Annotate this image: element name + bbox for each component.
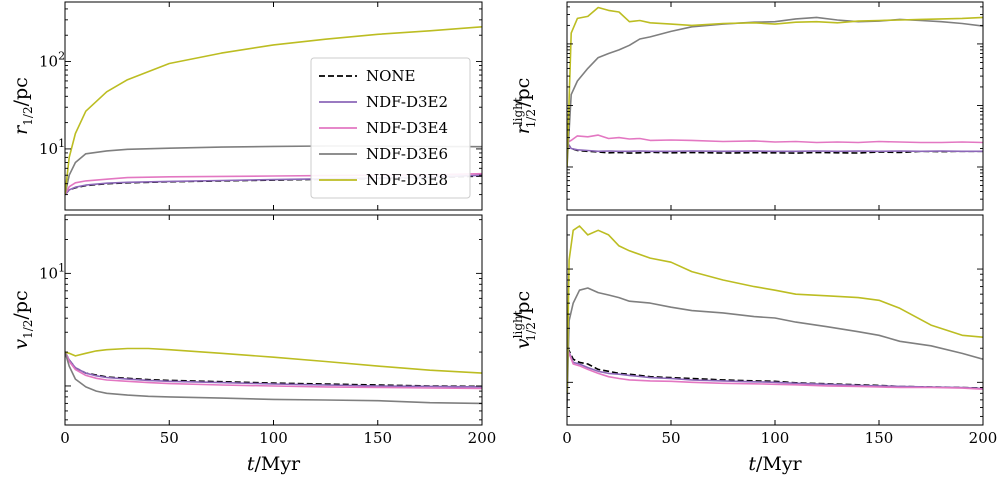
x-tick-label: 200 [969,429,997,447]
series-line-e8 [567,6,983,168]
series-line-e8 [65,26,482,195]
panel-br: 0 50 100 150 200 vlight1/2/pc t/Myr [511,214,997,475]
x-tick-label: 0 [60,429,70,447]
series-group [567,225,983,408]
legend-item-e2: NDF-D3E2 [319,93,448,111]
legend-label: NDF-D3E6 [366,145,448,163]
y-tick-label: 101 [39,261,65,282]
y-axis-label: rlight1/2/pc [511,78,538,135]
x-axis-label: t/Myr [247,453,301,475]
series-line-e2 [567,347,983,390]
y-tick-label: 102 [39,50,65,71]
series-line-e4 [567,347,983,390]
series-line-e6 [567,287,983,408]
x-tick-label: 50 [661,429,680,447]
series-group [65,347,482,405]
legend-item-none: NONE [319,67,416,85]
y-tick-label: 101 [39,137,65,158]
legend-item-e8: NDF-D3E8 [319,171,448,189]
series-line-e2 [65,351,482,388]
legend-item-e6: NDF-D3E6 [319,145,448,163]
y-axis-label: vlight1/2/pc [511,291,538,349]
legend-label: NONE [366,67,416,85]
series-line-e4 [567,134,983,144]
legend: NONE NDF-D3E2 NDF-D3E4 NDF-D3E6 NDF-D3E8 [310,57,471,199]
x-tick-label: 150 [865,429,894,447]
x-tick-label: 150 [363,429,392,447]
legend-label: NDF-D3E4 [366,119,448,137]
x-tick-label: 100 [259,429,288,447]
series-group [567,6,983,168]
series-line-e6 [65,351,482,405]
series-line-none [567,142,983,154]
series-line-e6 [567,16,983,168]
series-line-e4 [65,351,482,390]
series-line-e8 [567,225,983,394]
y-axis-label: v1/2/pc [10,290,35,349]
x-tick-label: 50 [160,429,179,447]
x-tick-label: 0 [562,429,572,447]
axes-frame [64,214,483,426]
x-tick-label: 100 [761,429,790,447]
y-axis-label: r1/2/pc [10,77,35,135]
legend-box [310,57,471,199]
series-line-e8 [65,347,482,374]
axes-frame [566,1,984,211]
legend-label: NDF-D3E8 [366,171,448,189]
panel-tr: rlight1/2/pc [511,1,984,211]
x-tick-label: 200 [468,429,497,447]
legend-item-e4: NDF-D3E4 [319,119,448,137]
x-axis-label: t/Myr [748,453,802,475]
series-line-e2 [567,142,983,153]
legend-label: NDF-D3E2 [366,93,448,111]
